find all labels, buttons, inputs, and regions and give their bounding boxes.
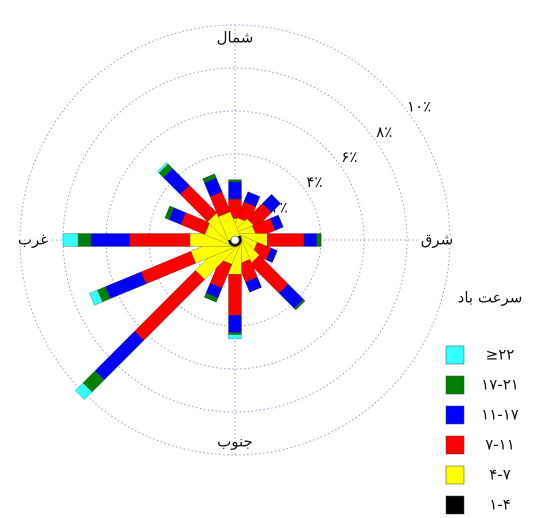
legend-label: ۷-۱۱ [485, 436, 515, 454]
bar-segment [62, 233, 79, 247]
legend-swatch [445, 495, 465, 515]
bar-segment [228, 179, 242, 183]
bar-segment [303, 233, 317, 247]
legend-title: سرعت باد [458, 289, 523, 307]
direction-label: شرق [421, 231, 453, 249]
r-tick-label: ۶٪ [341, 148, 357, 166]
legend-label: ≥۲۲ [486, 346, 515, 364]
r-tick-label: ۸٪ [376, 123, 392, 141]
bar-segment [249, 287, 262, 293]
bar-segment [228, 315, 242, 333]
legend-swatch [445, 465, 465, 485]
direction-label: شمال [217, 29, 254, 47]
legend-label: ۱۱-۱۷ [481, 406, 519, 424]
bar-segment [228, 332, 242, 335]
bar-segment [94, 330, 145, 381]
direction-label: جنوب [217, 433, 253, 451]
bar-segment [267, 233, 304, 247]
direction-label: غرب [18, 231, 48, 249]
bar-segment [228, 181, 242, 200]
legend-swatch [445, 345, 465, 365]
bar-segment [295, 300, 306, 311]
bar-segment [228, 334, 242, 340]
bar-segment [75, 382, 93, 400]
bar-segment [271, 194, 281, 204]
bar-segment [164, 205, 171, 219]
bar-segment [90, 233, 130, 247]
calm-circle [230, 235, 240, 245]
bar-segment [204, 296, 217, 303]
legend-label: ۱۷-۲۱ [481, 376, 519, 394]
bar-segment [278, 215, 284, 228]
bar-segment [77, 233, 92, 247]
bar-segment [316, 233, 322, 247]
legend-swatch [445, 375, 465, 395]
bar-segment [247, 191, 260, 197]
bar-segment [89, 289, 103, 306]
r-tick-label: ۱۰٪ [407, 98, 431, 116]
legend-label: ۴-۷ [489, 466, 511, 484]
bar-segment [272, 250, 278, 263]
bar-segment [202, 173, 215, 180]
bar-segment [129, 233, 191, 247]
legend-swatch [445, 405, 465, 425]
bar-segment [157, 162, 169, 174]
legend-label: ۱-۴ [489, 496, 511, 514]
grid-circle [19, 24, 451, 456]
r-tick-label: ۴٪ [306, 173, 322, 191]
bar-segment [228, 274, 242, 316]
legend-swatch [445, 435, 465, 455]
